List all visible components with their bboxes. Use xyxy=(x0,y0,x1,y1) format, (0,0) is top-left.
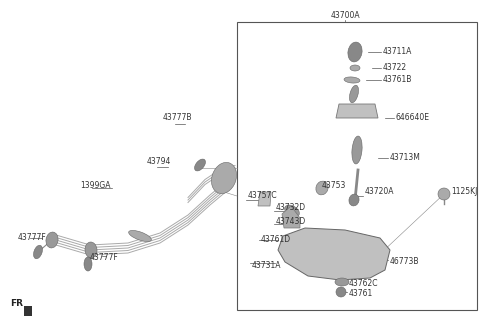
Text: 43761: 43761 xyxy=(349,290,373,298)
Text: FR: FR xyxy=(10,299,23,309)
Text: 43713M: 43713M xyxy=(390,154,421,162)
Text: 43711A: 43711A xyxy=(383,48,412,56)
Ellipse shape xyxy=(85,242,97,258)
Polygon shape xyxy=(258,192,271,206)
Ellipse shape xyxy=(194,159,205,171)
Text: 43762C: 43762C xyxy=(349,279,379,289)
Ellipse shape xyxy=(34,245,42,259)
Text: 43753: 43753 xyxy=(322,181,347,191)
Ellipse shape xyxy=(438,188,450,200)
Text: 43777F: 43777F xyxy=(90,254,119,262)
Text: 43777B: 43777B xyxy=(163,113,192,122)
Ellipse shape xyxy=(46,232,58,248)
Ellipse shape xyxy=(348,42,362,62)
Text: 43731A: 43731A xyxy=(252,260,281,270)
Ellipse shape xyxy=(212,162,237,194)
Ellipse shape xyxy=(350,65,360,71)
Text: 43761B: 43761B xyxy=(383,75,412,85)
Bar xyxy=(237,22,477,310)
Text: 43722: 43722 xyxy=(383,64,407,72)
Ellipse shape xyxy=(335,278,349,286)
Polygon shape xyxy=(278,228,390,280)
Text: 43732D: 43732D xyxy=(276,203,306,213)
Text: 43757C: 43757C xyxy=(248,192,277,200)
Text: 43700A: 43700A xyxy=(330,11,360,20)
Text: 1399GA: 1399GA xyxy=(80,180,110,190)
Polygon shape xyxy=(24,306,32,316)
Ellipse shape xyxy=(349,85,359,103)
Text: 46773B: 46773B xyxy=(390,257,420,266)
Ellipse shape xyxy=(344,77,360,83)
Text: 43794: 43794 xyxy=(147,157,171,167)
Text: 43777F: 43777F xyxy=(18,234,47,242)
Text: 1125KJ: 1125KJ xyxy=(451,188,478,196)
Polygon shape xyxy=(336,104,378,118)
Ellipse shape xyxy=(285,205,300,217)
Ellipse shape xyxy=(316,181,328,195)
Text: 43743D: 43743D xyxy=(276,217,306,227)
Ellipse shape xyxy=(352,136,362,164)
Text: 43720A: 43720A xyxy=(365,188,395,196)
Polygon shape xyxy=(282,206,300,228)
Text: 646640E: 646640E xyxy=(396,113,430,122)
Ellipse shape xyxy=(336,287,346,297)
Ellipse shape xyxy=(84,257,92,271)
Text: 43761D: 43761D xyxy=(261,236,291,244)
Ellipse shape xyxy=(129,231,151,241)
Ellipse shape xyxy=(349,194,359,206)
